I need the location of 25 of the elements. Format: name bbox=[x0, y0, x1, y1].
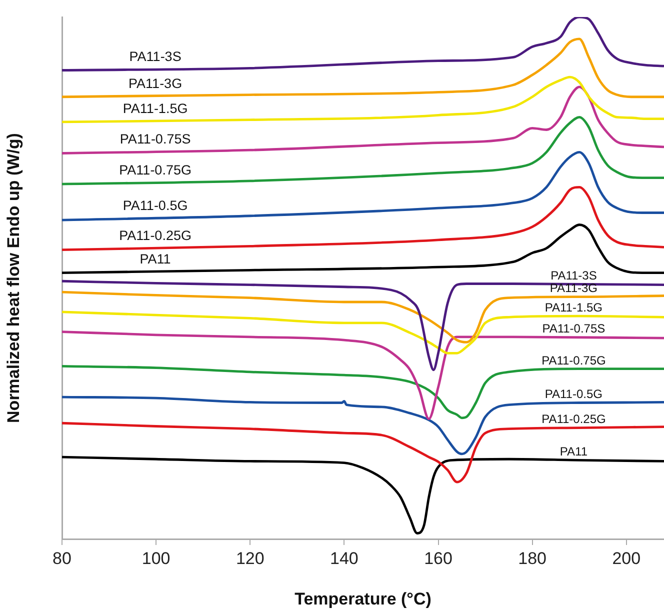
series-label: PA11-0.5G bbox=[544, 387, 602, 402]
x-tick-label: 100 bbox=[142, 548, 170, 568]
series-label: PA11-3G bbox=[550, 281, 598, 296]
series-label: PA11-3G bbox=[128, 76, 182, 91]
x-axis-title: Temperature (°C) bbox=[294, 589, 432, 608]
series-label: PA11 bbox=[560, 444, 588, 458]
series-label: PA11-0.75S bbox=[120, 132, 191, 147]
series-label: PA11-3S bbox=[129, 49, 182, 64]
series-label: PA11-0.25G bbox=[542, 412, 606, 426]
series-label: PA11-3S bbox=[550, 268, 597, 282]
x-tick-label: 120 bbox=[236, 548, 264, 568]
y-axis-title: Normalized heat flow Endo up (W/g) bbox=[4, 133, 23, 423]
series-label: PA11-0.75G bbox=[119, 162, 192, 178]
series-label: PA11-1.5G bbox=[122, 100, 188, 116]
series-label: PA11-0.75G bbox=[542, 353, 606, 368]
series-label: PA11 bbox=[140, 251, 171, 266]
x-tick-label: 160 bbox=[424, 548, 452, 568]
series-label: PA11-0.75S bbox=[542, 322, 606, 336]
x-tick-label: 80 bbox=[52, 548, 72, 568]
series-label: PA11-0.5G bbox=[122, 198, 188, 213]
series-label: PA11-1.5G bbox=[544, 300, 602, 314]
series-label: PA11-0.25G bbox=[119, 228, 192, 243]
x-tick-label: 200 bbox=[612, 548, 641, 568]
x-tick-label: 180 bbox=[518, 548, 546, 568]
x-tick-label: 140 bbox=[330, 548, 358, 568]
